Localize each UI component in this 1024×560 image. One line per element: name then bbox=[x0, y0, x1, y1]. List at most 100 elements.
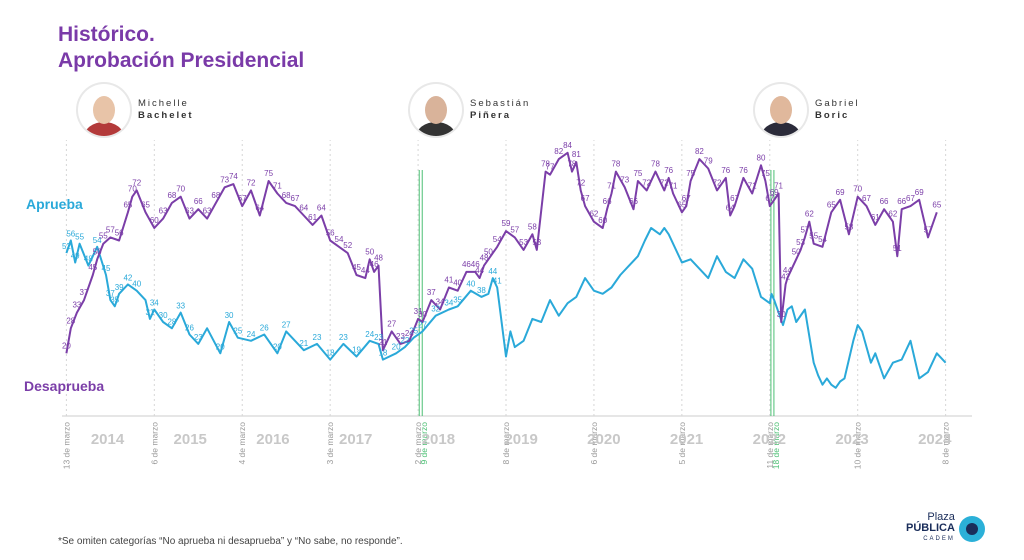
logo-text: Plaza PÚBLICA CADEM bbox=[906, 512, 955, 545]
avatar-face bbox=[770, 96, 792, 124]
aprueba-data-label: 45 bbox=[102, 264, 111, 273]
desaprueba-data-label: 81 bbox=[572, 150, 581, 159]
desaprueba-data-label: 64 bbox=[726, 203, 735, 212]
logo-line-1: Plaza bbox=[927, 511, 955, 523]
date-label: 8 de marzo bbox=[501, 422, 511, 465]
desaprueba-data-label: 80 bbox=[757, 153, 766, 162]
year-label: 2018 bbox=[422, 431, 455, 448]
aprueba-data-label: 27 bbox=[282, 320, 291, 329]
desaprueba-data-label: 46 bbox=[370, 260, 379, 269]
aprueba-data-label: 33 bbox=[176, 302, 185, 311]
desaprueba-data-label: 45 bbox=[88, 263, 97, 272]
desaprueba-data-label: 67 bbox=[730, 194, 739, 203]
aprueba-data-label: 34 bbox=[444, 298, 453, 307]
aprueba-data-label: 21 bbox=[299, 339, 308, 348]
aprueba-data-label: 24 bbox=[365, 330, 374, 339]
desaprueba-data-label: 41 bbox=[444, 276, 453, 285]
aprueba-data-label: 25 bbox=[409, 327, 418, 336]
desaprueba-data-label: 20 bbox=[62, 341, 71, 350]
president-bachelet: Michelle Bachelet bbox=[78, 84, 194, 136]
date-label: 6 de marzo bbox=[589, 422, 599, 465]
aprueba-data-label: 20 bbox=[273, 342, 282, 351]
aprueba-data-label: 20 bbox=[216, 342, 225, 351]
avatar-boric bbox=[755, 84, 807, 136]
aprueba-data-label: 30 bbox=[225, 311, 234, 320]
desaprueba-data-label: 71 bbox=[273, 182, 282, 191]
desaprueba-data-label: 48 bbox=[480, 254, 489, 263]
aprueba-data-label: 52 bbox=[62, 242, 71, 251]
president-pinera: Sebastián Piñera bbox=[410, 84, 530, 136]
desaprueba-data-label: 72 bbox=[660, 178, 669, 187]
desaprueba-data-label: 76 bbox=[739, 166, 748, 175]
president-first-name: Michelle bbox=[138, 98, 189, 109]
desaprueba-data-label: 54 bbox=[335, 235, 344, 244]
desaprueba-data-label: 57 bbox=[924, 225, 933, 234]
desaprueba-data-label: 52 bbox=[343, 241, 352, 250]
desaprueba-data-label: 63 bbox=[159, 207, 168, 216]
avatar-body bbox=[761, 122, 801, 136]
desaprueba-data-label: 79 bbox=[704, 156, 713, 165]
date-label: 6 de marzo bbox=[149, 422, 159, 465]
cadem-logo: Plaza PÚBLICA CADEM bbox=[906, 512, 985, 545]
year-label: 2021 bbox=[670, 431, 703, 448]
desaprueba-data-label: 67 bbox=[765, 194, 774, 203]
desaprueba-data-label: 72 bbox=[132, 178, 141, 187]
desaprueba-data-label: 71 bbox=[774, 182, 783, 191]
aprueba-data-label: 56 bbox=[66, 230, 75, 239]
desaprueba-data-label: 71 bbox=[669, 182, 678, 191]
desaprueba-data-label: 62 bbox=[888, 210, 897, 219]
desaprueba-data-label: 65 bbox=[677, 200, 686, 209]
president-name: Michelle Bachelet bbox=[138, 98, 194, 122]
desaprueba-data-label: 30 bbox=[418, 310, 427, 319]
president-last-name: Boric bbox=[815, 110, 850, 121]
year-label: 2022 bbox=[753, 431, 786, 448]
desaprueba-data-label: 66 bbox=[629, 197, 638, 206]
desaprueba-data-label: 37 bbox=[80, 288, 89, 297]
desaprueba-data-label: 67 bbox=[238, 194, 247, 203]
year-label: 2016 bbox=[256, 431, 289, 448]
desaprueba-data-label: 74 bbox=[229, 172, 238, 181]
desaprueba-data-label: 76 bbox=[664, 166, 673, 175]
desaprueba-data-label: 45 bbox=[352, 263, 361, 272]
desaprueba-data-label: 31 bbox=[414, 307, 423, 316]
desaprueba-data-label: 67 bbox=[291, 194, 300, 203]
desaprueba-data-label: 82 bbox=[554, 147, 563, 156]
desaprueba-data-label: 28 bbox=[66, 316, 75, 325]
desaprueba-data-label: 55 bbox=[99, 232, 108, 241]
desaprueba-data-label: 65 bbox=[141, 200, 150, 209]
president-name: Sebastián Piñera bbox=[470, 98, 530, 122]
desaprueba-data-label: 44 bbox=[783, 266, 792, 275]
aprueba-data-label: 40 bbox=[466, 280, 475, 289]
desaprueba-data-label: 68 bbox=[211, 191, 220, 200]
desaprueba-data-label: 73 bbox=[220, 175, 229, 184]
aprueba-data-label: 28 bbox=[167, 317, 176, 326]
desaprueba-data-label: 50 bbox=[484, 247, 493, 256]
year-label: 2024 bbox=[918, 431, 952, 448]
desaprueba-data-label: 67 bbox=[862, 194, 871, 203]
date-label: 4 de marzo bbox=[237, 422, 247, 465]
desaprueba-data-label: 70 bbox=[853, 185, 862, 194]
desaprueba-data-label: 56 bbox=[115, 229, 124, 238]
desaprueba-data-label: 60 bbox=[598, 216, 607, 225]
desaprueba-data-label: 68 bbox=[282, 191, 291, 200]
page-title: Histórico. Aprobación Presidencial bbox=[58, 22, 304, 74]
desaprueba-data-label: 27 bbox=[387, 319, 396, 328]
desaprueba-data-label: 50 bbox=[365, 247, 374, 256]
date-label: 2 de marzo bbox=[413, 422, 423, 465]
year-label: 2019 bbox=[504, 431, 537, 448]
title-line-1: Histórico. bbox=[58, 23, 155, 46]
aprueba-data-label: 26 bbox=[185, 324, 194, 333]
desaprueba-data-label: 70 bbox=[128, 185, 137, 194]
desaprueba-data-label: 24 bbox=[405, 329, 414, 338]
aprueba-data-label: 41 bbox=[493, 277, 502, 286]
aprueba-data-label: 31 bbox=[145, 308, 154, 317]
aprueba-data-label: 38 bbox=[477, 286, 486, 295]
aprueba-data-label: 23 bbox=[194, 333, 203, 342]
desaprueba-data-label: 78 bbox=[541, 160, 550, 169]
desaprueba-data-label: 50 bbox=[792, 247, 801, 256]
president-last-name: Piñera bbox=[470, 110, 512, 121]
desaprueba-data-label: 44 bbox=[361, 266, 370, 275]
desaprueba-data-label: 56 bbox=[326, 229, 335, 238]
aprueba-data-label: 37 bbox=[106, 289, 115, 298]
aprueba-data-label: 27 bbox=[418, 320, 427, 329]
